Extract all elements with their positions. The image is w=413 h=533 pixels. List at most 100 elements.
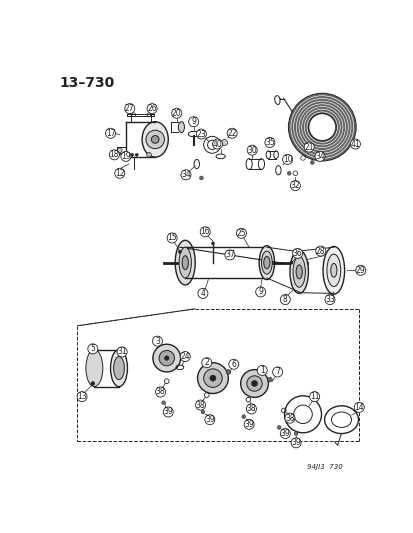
Circle shape	[246, 376, 261, 391]
Text: 34: 34	[314, 152, 324, 161]
Circle shape	[309, 392, 319, 401]
Circle shape	[124, 103, 135, 114]
Text: 21: 21	[304, 143, 313, 151]
Circle shape	[200, 227, 210, 237]
Circle shape	[203, 369, 222, 387]
Text: 7: 7	[275, 367, 279, 376]
Circle shape	[135, 154, 138, 156]
Text: 10: 10	[282, 155, 292, 164]
Circle shape	[163, 407, 173, 417]
Circle shape	[256, 366, 266, 375]
Text: 18: 18	[109, 150, 119, 159]
Text: 39: 39	[244, 420, 254, 429]
Ellipse shape	[179, 247, 191, 278]
Circle shape	[180, 352, 190, 361]
Circle shape	[196, 129, 206, 139]
Text: 15: 15	[167, 233, 176, 243]
Circle shape	[178, 251, 181, 253]
Circle shape	[164, 356, 169, 360]
Circle shape	[77, 392, 87, 401]
Text: 32: 32	[290, 181, 299, 190]
Circle shape	[287, 172, 290, 175]
Text: 38: 38	[246, 405, 256, 414]
Ellipse shape	[175, 240, 195, 285]
Ellipse shape	[292, 256, 305, 287]
Circle shape	[109, 150, 119, 160]
Circle shape	[251, 381, 257, 386]
Ellipse shape	[142, 122, 168, 157]
Circle shape	[117, 347, 127, 357]
Circle shape	[272, 367, 282, 377]
Circle shape	[294, 432, 297, 435]
Circle shape	[277, 425, 280, 429]
Circle shape	[244, 419, 254, 429]
Text: 1: 1	[259, 366, 264, 375]
Text: 38: 38	[195, 401, 205, 409]
Circle shape	[241, 415, 245, 418]
Circle shape	[228, 359, 238, 369]
Text: 35: 35	[264, 138, 274, 147]
Circle shape	[117, 148, 122, 152]
Text: 34: 34	[180, 171, 190, 179]
Circle shape	[180, 170, 190, 180]
Circle shape	[204, 415, 214, 425]
Ellipse shape	[259, 246, 274, 280]
Circle shape	[255, 287, 265, 297]
Circle shape	[314, 151, 324, 161]
Circle shape	[280, 295, 290, 304]
Circle shape	[310, 160, 313, 165]
Circle shape	[197, 363, 228, 393]
Circle shape	[195, 400, 205, 410]
Text: 12: 12	[115, 169, 124, 178]
Ellipse shape	[330, 263, 336, 277]
Circle shape	[290, 438, 300, 448]
Ellipse shape	[110, 350, 127, 386]
Circle shape	[240, 370, 268, 398]
Circle shape	[227, 128, 237, 138]
Circle shape	[161, 401, 165, 405]
Circle shape	[201, 410, 204, 414]
Text: 17: 17	[105, 129, 115, 138]
Text: 6: 6	[231, 360, 235, 369]
Circle shape	[289, 261, 292, 264]
Circle shape	[147, 103, 157, 114]
Circle shape	[236, 228, 246, 238]
Text: 29: 29	[355, 266, 365, 275]
Text: 5: 5	[90, 344, 95, 353]
Circle shape	[354, 402, 363, 413]
Text: 30: 30	[247, 146, 256, 155]
Text: 40: 40	[212, 140, 222, 149]
Circle shape	[152, 344, 180, 372]
Text: 13–730: 13–730	[59, 76, 114, 90]
Text: 39: 39	[204, 415, 214, 424]
Text: 9: 9	[258, 287, 263, 296]
Circle shape	[167, 233, 177, 243]
Circle shape	[304, 142, 313, 152]
Circle shape	[211, 242, 214, 245]
Circle shape	[280, 429, 290, 439]
Circle shape	[155, 387, 165, 397]
Text: 28: 28	[315, 247, 325, 255]
Circle shape	[159, 350, 174, 366]
Ellipse shape	[85, 350, 102, 386]
Circle shape	[267, 377, 272, 382]
Ellipse shape	[263, 256, 269, 269]
Ellipse shape	[295, 265, 301, 279]
Ellipse shape	[261, 251, 272, 274]
Text: 16: 16	[200, 227, 209, 236]
Circle shape	[130, 154, 133, 156]
Circle shape	[212, 139, 222, 149]
Text: 19: 19	[121, 152, 131, 161]
Text: 2: 2	[204, 358, 209, 367]
Circle shape	[284, 413, 294, 423]
Text: 36: 36	[292, 249, 302, 258]
Circle shape	[209, 375, 216, 381]
Text: 41: 41	[350, 140, 359, 149]
Circle shape	[201, 358, 211, 368]
Ellipse shape	[182, 256, 188, 270]
Ellipse shape	[322, 246, 344, 294]
Circle shape	[221, 140, 227, 146]
Text: 39: 39	[163, 408, 173, 416]
Text: 3: 3	[155, 337, 159, 346]
Circle shape	[199, 176, 203, 180]
